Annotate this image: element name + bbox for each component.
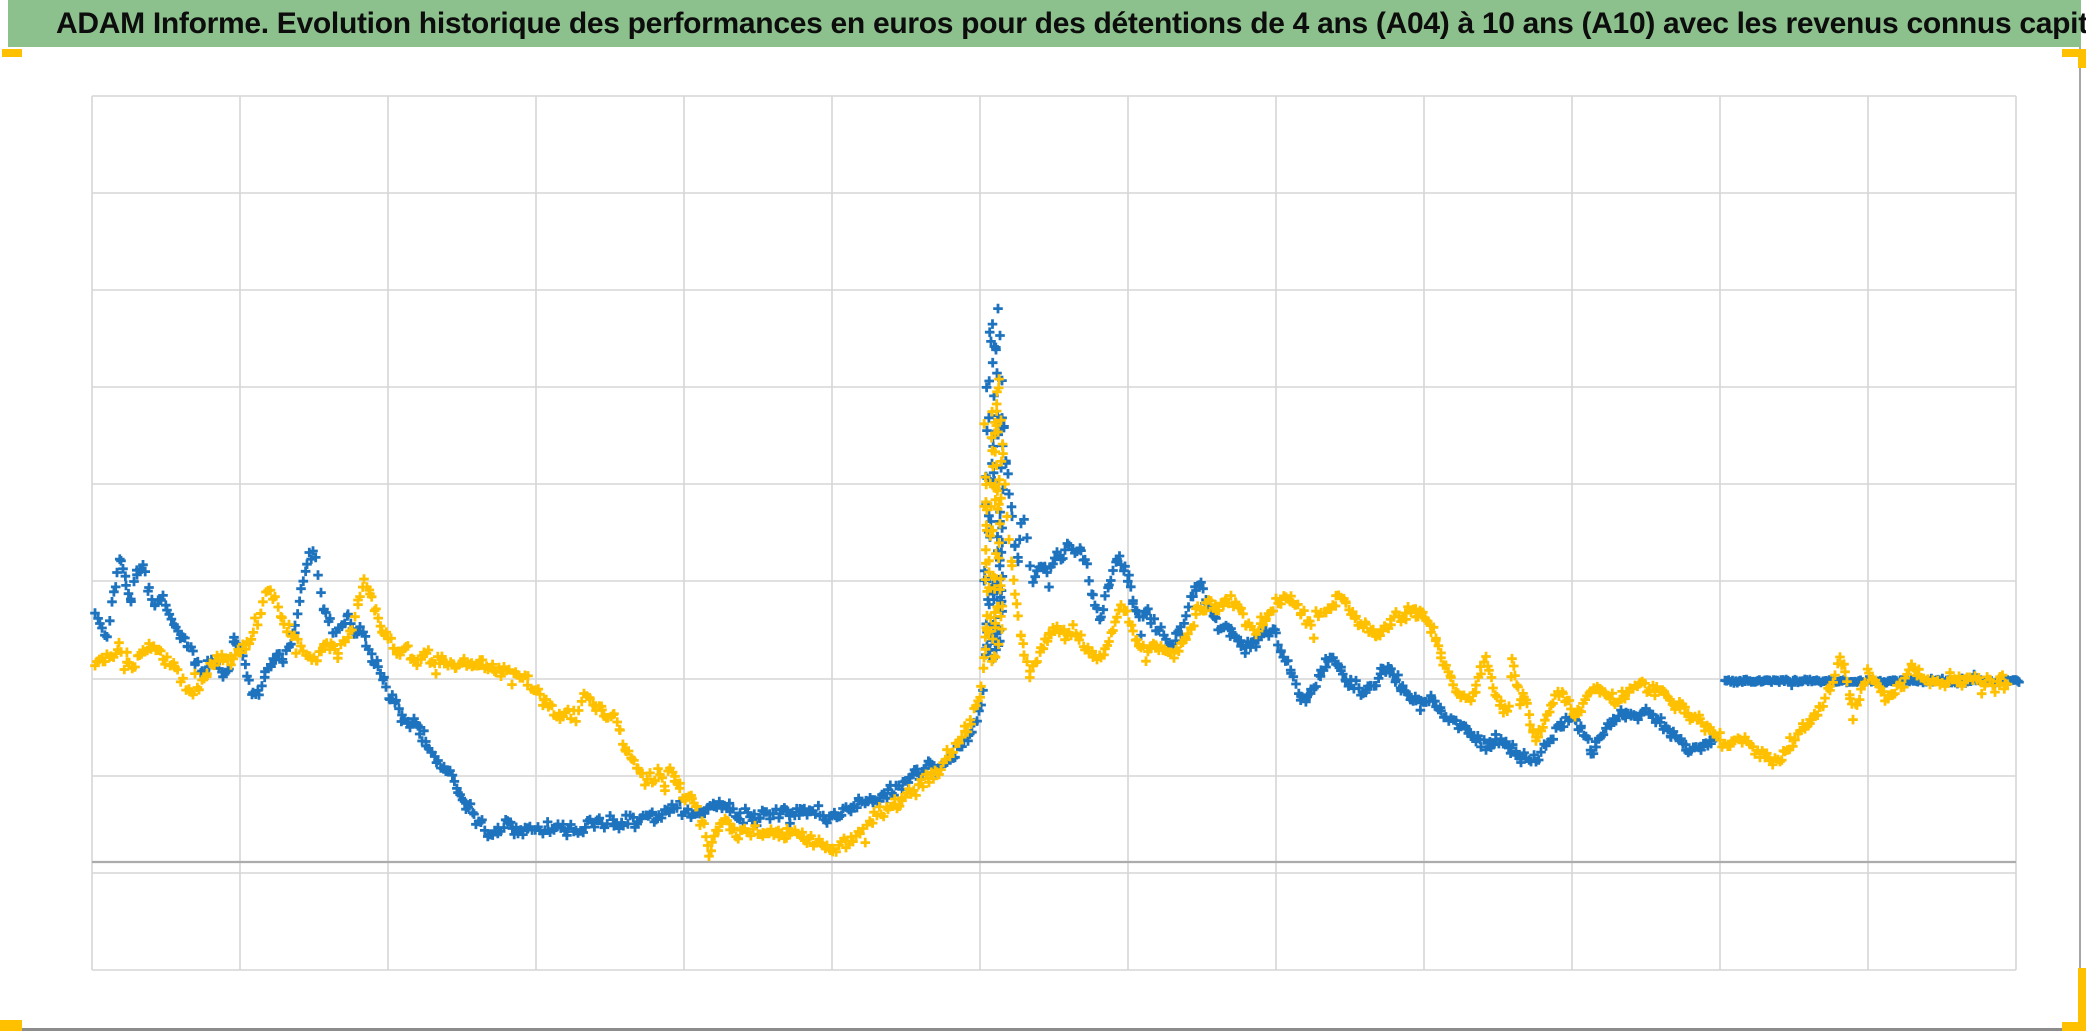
accent-corner-top-right: [2062, 49, 2086, 57]
page-title: ADAM Informe. Evolution historique des p…: [56, 6, 2086, 40]
right-divider-line: [2079, 47, 2081, 1028]
bottom-divider-line: [0, 1028, 2086, 1031]
series-yellow: [90, 374, 2013, 861]
accent-corner-top-right-vertical: [2078, 49, 2086, 68]
accent-top-left: [2, 49, 22, 57]
accent-corner-bottom-right-vertical: [2078, 968, 2086, 1031]
accent-bottom-left: [0, 1020, 22, 1031]
title-bar: ADAM Informe. Evolution historique des p…: [8, 0, 2086, 47]
accent-corner-bottom-right: [2062, 1022, 2086, 1031]
series-blue: [90, 303, 2024, 842]
